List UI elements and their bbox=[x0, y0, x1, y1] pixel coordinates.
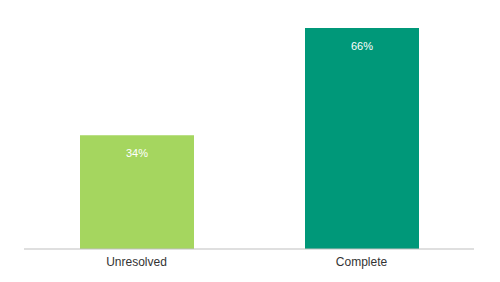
svg-text:Complete: Complete bbox=[336, 255, 388, 269]
svg-text:34%: 34% bbox=[126, 147, 148, 159]
svg-text:Unresolved: Unresolved bbox=[106, 255, 167, 269]
svg-text:66%: 66% bbox=[351, 40, 373, 52]
